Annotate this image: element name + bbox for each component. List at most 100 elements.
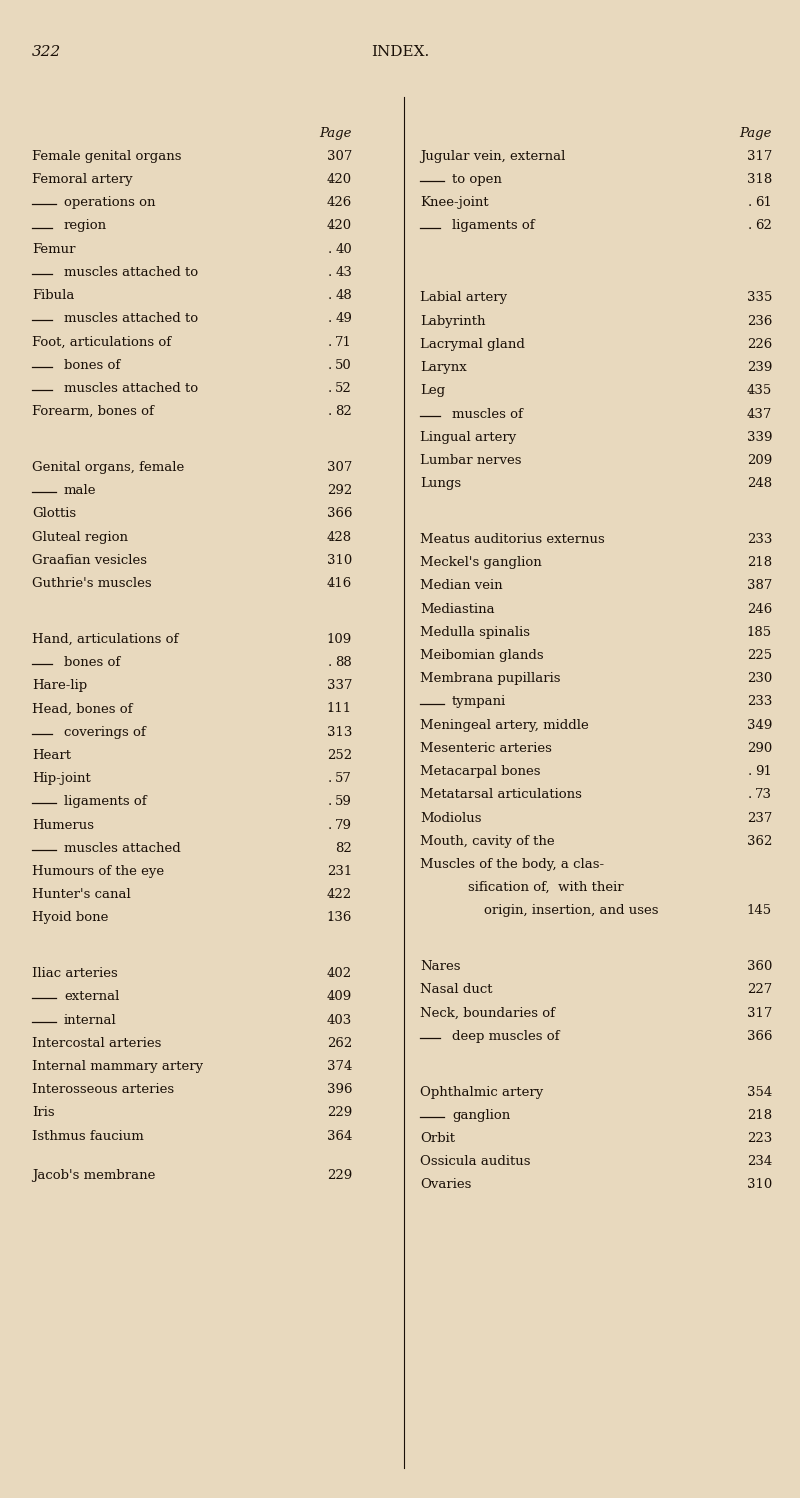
Text: muscles attached to: muscles attached to [64, 382, 198, 395]
Text: Lungs: Lungs [420, 478, 461, 490]
Text: .: . [327, 1083, 336, 1097]
Text: 40: 40 [335, 243, 352, 256]
Text: 360: 360 [746, 960, 772, 974]
Text: Lacrymal gland: Lacrymal gland [420, 339, 525, 351]
Text: Femur: Femur [32, 243, 75, 256]
Text: .: . [327, 312, 336, 325]
Text: .: . [747, 765, 756, 777]
Text: Ossicula auditus: Ossicula auditus [420, 1155, 530, 1168]
Text: tympani: tympani [452, 695, 506, 709]
Text: 225: 225 [747, 649, 772, 662]
Text: .: . [327, 632, 336, 646]
Text: deep muscles of: deep muscles of [452, 1029, 559, 1043]
Text: 366: 366 [746, 1029, 772, 1043]
Text: Median vein: Median vein [420, 580, 502, 592]
Text: .: . [747, 385, 756, 397]
Text: Meningeal artery, middle: Meningeal artery, middle [420, 719, 589, 731]
Text: 248: 248 [747, 478, 772, 490]
Text: Neck, boundaries of: Neck, boundaries of [420, 1007, 555, 1020]
Text: Hare-lip: Hare-lip [32, 679, 87, 692]
Text: 43: 43 [335, 265, 352, 279]
Text: Labyrinth: Labyrinth [420, 315, 486, 328]
Text: muscles attached to: muscles attached to [64, 312, 198, 325]
Text: Intercostal arteries: Intercostal arteries [32, 1037, 162, 1050]
Text: Larynx: Larynx [420, 361, 466, 374]
Text: Iris: Iris [32, 1107, 54, 1119]
Text: 229: 229 [326, 1107, 352, 1119]
Text: Medulla spinalis: Medulla spinalis [420, 626, 530, 638]
Text: .: . [747, 1179, 756, 1191]
Text: male: male [64, 484, 97, 497]
Text: .: . [747, 219, 756, 232]
Text: 233: 233 [746, 695, 772, 709]
Text: 229: 229 [326, 1168, 352, 1182]
Text: 307: 307 [326, 150, 352, 163]
Text: .: . [747, 580, 756, 592]
Text: 403: 403 [326, 1014, 352, 1026]
Text: Lingual artery: Lingual artery [420, 431, 516, 443]
Text: .: . [327, 219, 336, 232]
Text: 71: 71 [335, 336, 352, 349]
Text: .: . [747, 196, 756, 210]
Text: .: . [747, 626, 756, 638]
Text: .: . [327, 243, 336, 256]
Text: Modiolus: Modiolus [420, 812, 482, 824]
Text: operations on: operations on [64, 196, 155, 210]
Text: 310: 310 [326, 554, 352, 566]
Text: .: . [747, 960, 756, 974]
Text: 226: 226 [746, 339, 772, 351]
Text: 246: 246 [746, 602, 772, 616]
Text: Hunter's canal: Hunter's canal [32, 888, 130, 902]
Text: .: . [747, 478, 756, 490]
Text: 111: 111 [327, 703, 352, 716]
Text: .: . [747, 407, 756, 421]
Text: .: . [327, 990, 336, 1004]
Text: Mouth, cavity of the: Mouth, cavity of the [420, 834, 554, 848]
Text: 88: 88 [335, 656, 352, 670]
Text: Heart: Heart [32, 749, 71, 762]
Text: Hand, articulations of: Hand, articulations of [32, 632, 178, 646]
Text: muscles of: muscles of [452, 407, 523, 421]
Text: Guthrie's muscles: Guthrie's muscles [32, 577, 152, 590]
Text: .: . [327, 150, 336, 163]
Text: .: . [327, 484, 336, 497]
Text: 230: 230 [746, 673, 772, 685]
Text: sification of,  with their: sification of, with their [468, 881, 624, 894]
Text: bones of: bones of [64, 656, 120, 670]
Text: 91: 91 [755, 765, 772, 777]
Text: 335: 335 [746, 292, 772, 304]
Text: ligaments of: ligaments of [452, 219, 534, 232]
Text: .: . [747, 1029, 756, 1043]
Text: 362: 362 [746, 834, 772, 848]
Text: 48: 48 [335, 289, 352, 303]
Text: 322: 322 [32, 45, 62, 58]
Text: Iliac arteries: Iliac arteries [32, 968, 118, 980]
Text: coverings of: coverings of [64, 725, 146, 739]
Text: 236: 236 [746, 315, 772, 328]
Text: .: . [747, 150, 756, 163]
Text: 145: 145 [747, 905, 772, 917]
Text: 422: 422 [327, 888, 352, 902]
Text: 209: 209 [746, 454, 772, 467]
Text: bones of: bones of [64, 358, 120, 372]
Text: 426: 426 [326, 196, 352, 210]
Text: .: . [747, 742, 756, 755]
Text: .: . [327, 530, 336, 544]
Text: ligaments of: ligaments of [64, 795, 146, 809]
Text: .: . [327, 1168, 336, 1182]
Text: 218: 218 [747, 1109, 772, 1122]
Text: 49: 49 [335, 312, 352, 325]
Text: 349: 349 [746, 719, 772, 731]
Text: Jugular vein, external: Jugular vein, external [420, 150, 566, 163]
Text: 354: 354 [746, 1086, 772, 1098]
Text: Metatarsal articulations: Metatarsal articulations [420, 788, 582, 801]
Text: 420: 420 [327, 219, 352, 232]
Text: 82: 82 [335, 842, 352, 855]
Text: .: . [327, 1107, 336, 1119]
Text: .: . [747, 431, 756, 443]
Text: .: . [327, 382, 336, 395]
Text: .: . [327, 358, 336, 372]
Text: 339: 339 [746, 431, 772, 443]
Text: .: . [327, 554, 336, 566]
Text: 50: 50 [335, 358, 352, 372]
